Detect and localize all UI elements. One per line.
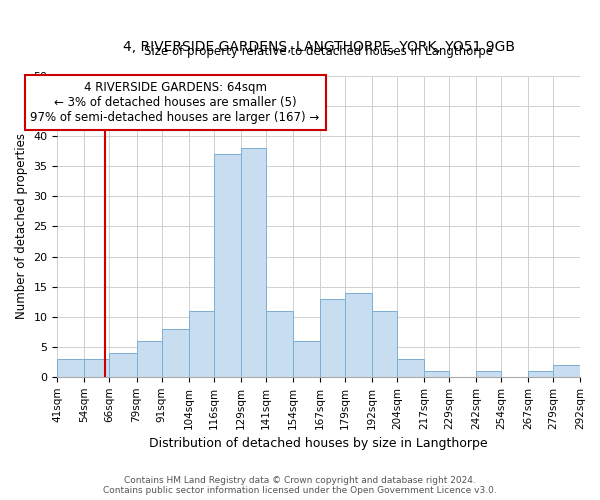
Bar bbox=[214, 154, 241, 377]
Bar bbox=[293, 340, 320, 377]
Bar bbox=[109, 353, 137, 377]
Text: 4 RIVERSIDE GARDENS: 64sqm
← 3% of detached houses are smaller (5)
97% of semi-d: 4 RIVERSIDE GARDENS: 64sqm ← 3% of detac… bbox=[31, 81, 320, 124]
Bar bbox=[372, 310, 397, 377]
Bar bbox=[553, 365, 580, 377]
Bar bbox=[345, 292, 372, 377]
Bar bbox=[528, 371, 553, 377]
Bar bbox=[85, 359, 109, 377]
Bar bbox=[397, 359, 424, 377]
Bar bbox=[58, 359, 85, 377]
Bar bbox=[476, 371, 501, 377]
Bar bbox=[424, 371, 449, 377]
Bar bbox=[320, 298, 345, 377]
Bar bbox=[241, 148, 266, 377]
Bar bbox=[188, 310, 214, 377]
Text: Contains HM Land Registry data © Crown copyright and database right 2024.
Contai: Contains HM Land Registry data © Crown c… bbox=[103, 476, 497, 495]
Bar bbox=[161, 328, 188, 377]
Bar bbox=[266, 310, 293, 377]
Bar bbox=[137, 340, 161, 377]
Y-axis label: Number of detached properties: Number of detached properties bbox=[15, 134, 28, 320]
X-axis label: Distribution of detached houses by size in Langthorpe: Distribution of detached houses by size … bbox=[149, 437, 488, 450]
Title: 4, RIVERSIDE GARDENS, LANGTHORPE, YORK, YO51 9GB: 4, RIVERSIDE GARDENS, LANGTHORPE, YORK, … bbox=[123, 40, 515, 54]
Text: Size of property relative to detached houses in Langthorpe: Size of property relative to detached ho… bbox=[144, 45, 493, 58]
